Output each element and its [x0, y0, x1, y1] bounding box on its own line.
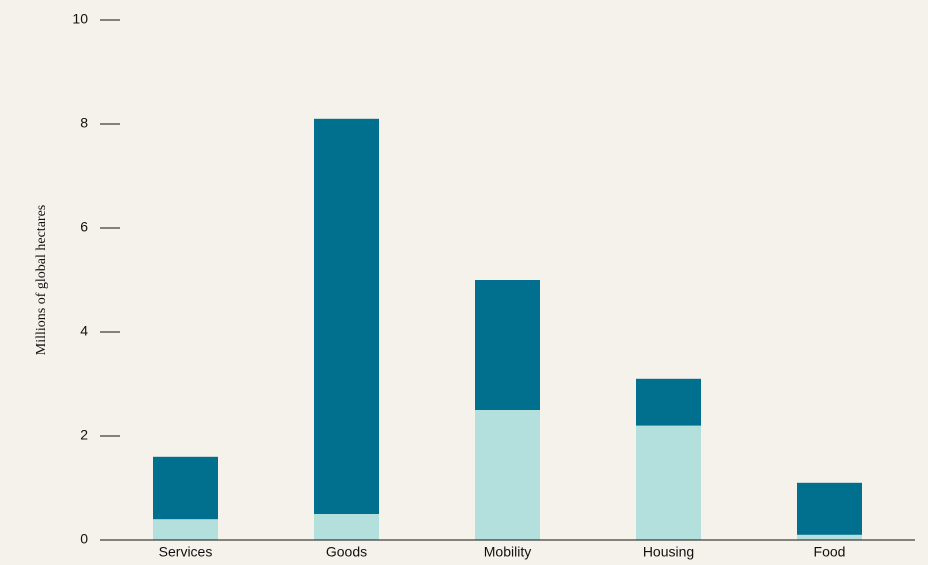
- y-tick-label: 8: [80, 115, 88, 131]
- bar-segment: [475, 410, 540, 540]
- x-tick-label: Housing: [643, 544, 694, 560]
- x-tick-label: Goods: [326, 544, 367, 560]
- y-tick-label: 4: [80, 323, 88, 339]
- bar-segment: [153, 456, 218, 520]
- bar-segment: [797, 534, 862, 540]
- y-axis-title: Millions of global hectares: [34, 205, 49, 355]
- bar-segment: [314, 514, 379, 540]
- bar-segment: [153, 519, 218, 540]
- bar-segment: [797, 482, 862, 535]
- x-tick-label: Mobility: [484, 544, 531, 560]
- y-tick-label: 6: [80, 219, 88, 235]
- bar-segment: [314, 118, 379, 515]
- bar-segment: [636, 378, 701, 426]
- y-tick-label: 10: [72, 11, 88, 27]
- bar-segment: [475, 280, 540, 410]
- bar-segment: [636, 425, 701, 540]
- x-tick-label: Food: [814, 544, 846, 560]
- y-tick-label: 2: [80, 427, 88, 443]
- x-tick-label: Services: [159, 544, 213, 560]
- y-tick-label: 0: [80, 531, 88, 547]
